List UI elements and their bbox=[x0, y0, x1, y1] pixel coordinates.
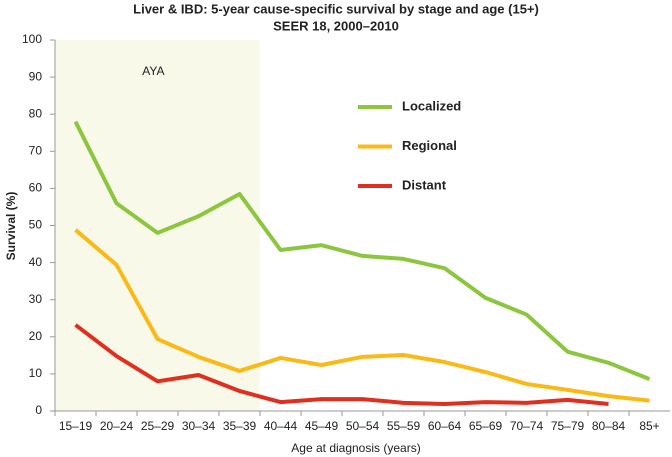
y-axis-label: Survival (%) bbox=[4, 192, 18, 261]
legend-label: Regional bbox=[402, 138, 457, 153]
x-tick-label: 35–39 bbox=[223, 419, 257, 433]
y-tick-label: 10 bbox=[29, 366, 43, 380]
x-tick-label: 45–49 bbox=[305, 419, 339, 433]
x-tick-label: 80–84 bbox=[592, 419, 626, 433]
x-tick-label: 30–34 bbox=[182, 419, 216, 433]
y-tick-label: 80 bbox=[29, 106, 43, 120]
x-tick-label: 70–74 bbox=[510, 419, 544, 433]
chart-subtitle: SEER 18, 2000–2010 bbox=[273, 18, 399, 33]
x-tick-label: 40–44 bbox=[264, 419, 298, 433]
chart-title: Liver & IBD: 5-year cause-specific survi… bbox=[133, 1, 539, 16]
y-tick-label: 100 bbox=[22, 32, 42, 46]
y-tick-label: 0 bbox=[35, 403, 42, 417]
legend-label: Localized bbox=[402, 98, 461, 113]
y-tick-label: 30 bbox=[29, 292, 43, 306]
y-tick-label: 40 bbox=[29, 255, 43, 269]
x-tick-label: 50–54 bbox=[346, 419, 380, 433]
series-line bbox=[74, 228, 650, 403]
y-tick-label: 90 bbox=[29, 69, 43, 83]
aya-region bbox=[55, 40, 260, 411]
y-tick-label: 70 bbox=[29, 143, 43, 157]
y-tick-label: 50 bbox=[29, 218, 43, 232]
x-axis-label: Age at diagnosis (years) bbox=[291, 441, 420, 455]
aya-label: AYA bbox=[142, 64, 164, 78]
series-line bbox=[74, 323, 609, 406]
y-tick-label: 60 bbox=[29, 181, 43, 195]
x-tick-label: 60–64 bbox=[428, 419, 462, 433]
x-tick-label: 15–19 bbox=[59, 419, 93, 433]
x-tick-label: 75–79 bbox=[551, 419, 585, 433]
x-tick-label: 25–29 bbox=[141, 419, 175, 433]
x-tick-label: 20–24 bbox=[100, 419, 134, 433]
legend-label: Distant bbox=[402, 177, 447, 192]
x-tick-label: 65–69 bbox=[469, 419, 503, 433]
x-tick-label: 85+ bbox=[639, 419, 659, 433]
x-tick-label: 55–59 bbox=[387, 419, 421, 433]
y-tick-label: 20 bbox=[29, 329, 43, 343]
series-line bbox=[73, 120, 651, 381]
